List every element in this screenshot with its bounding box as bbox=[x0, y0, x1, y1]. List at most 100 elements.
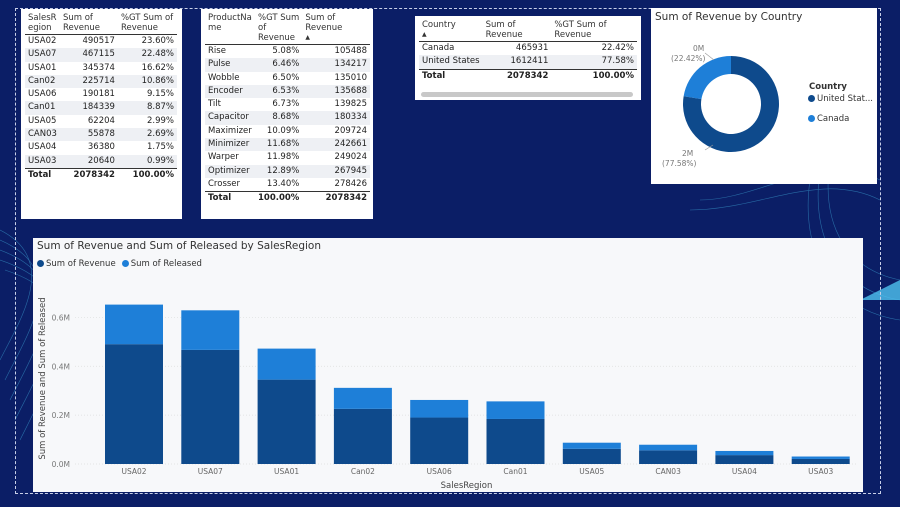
x-tick-label: USA02 bbox=[121, 467, 146, 476]
bar-released bbox=[639, 444, 698, 451]
column-header[interactable]: %GT Sum of Revenue bbox=[554, 20, 607, 40]
table-row[interactable]: Rise 5.08% 105488 bbox=[205, 45, 370, 59]
table-cell: 242661 bbox=[302, 138, 370, 152]
table-cell: 8.87% bbox=[117, 101, 177, 115]
column-header[interactable]: ProductNa me bbox=[208, 13, 252, 33]
table-cell: USA01 bbox=[28, 62, 57, 73]
table-cell: 278426 bbox=[334, 178, 367, 189]
table-cell: USA02 bbox=[28, 36, 57, 46]
table-cell: 134217 bbox=[302, 58, 370, 72]
bar-revenue bbox=[333, 408, 392, 464]
legend-marker bbox=[37, 260, 44, 267]
region-revenue-table[interactable]: SalesR egion Sum of Revenue %GT Sum of R… bbox=[21, 9, 182, 219]
bar-revenue bbox=[562, 448, 621, 464]
product-revenue-table[interactable]: ProductNa me %GT Sum of Revenue Sum of R… bbox=[201, 9, 373, 219]
table-row[interactable]: Warper 11.98% 249024 bbox=[205, 151, 370, 164]
legend-item[interactable]: United Stat... bbox=[808, 94, 873, 104]
bar-legend[interactable]: Sum of Revenue Sum of Released bbox=[37, 259, 208, 269]
table-row[interactable]: CAN03 55878 2.69% bbox=[25, 128, 177, 142]
table-row[interactable]: Capacitor 8.68% 180334 bbox=[205, 111, 370, 125]
table-cell: 2.99% bbox=[146, 115, 174, 126]
table-cell: Can01 bbox=[25, 101, 60, 115]
table-cell: 1612411 bbox=[482, 55, 552, 70]
column-header[interactable]: %GT Sum of Revenue bbox=[258, 13, 300, 43]
legend-item[interactable]: Canada bbox=[808, 114, 873, 124]
table-cell: USA07 bbox=[25, 48, 60, 62]
table-row[interactable]: Can02 225714 10.86% bbox=[25, 74, 177, 89]
bar-released bbox=[410, 399, 469, 418]
legend-item[interactable]: Sum of Released bbox=[121, 259, 202, 269]
x-tick-label: USA07 bbox=[198, 467, 223, 476]
legend-label: Sum of Revenue bbox=[46, 259, 116, 269]
table-row[interactable]: USA07 467115 22.48% bbox=[25, 48, 177, 62]
table-cell: 10.09% bbox=[266, 125, 300, 136]
table-cell: 13.40% bbox=[266, 178, 300, 189]
table-row[interactable]: Pulse 6.46% 134217 bbox=[205, 58, 370, 72]
bar-revenue bbox=[639, 450, 698, 464]
table-row[interactable]: United States 1612411 77.58% bbox=[419, 55, 637, 70]
total-row: Total 2078342 100.00% bbox=[419, 68, 637, 83]
column-header[interactable]: Sum of Revenue bbox=[62, 13, 100, 33]
data-label: 0M bbox=[693, 44, 704, 53]
table-row[interactable]: USA01 345374 16.62% bbox=[25, 62, 177, 75]
table-cell: 22.42% bbox=[601, 43, 634, 53]
column-header-label: Sum of Revenue bbox=[305, 13, 343, 33]
table-row[interactable]: USA03 20640 0.99% bbox=[25, 154, 177, 169]
table-row[interactable]: USA04 36380 1.75% bbox=[25, 141, 177, 154]
column-header-sorted[interactable]: Country ▲ bbox=[419, 19, 483, 42]
table-row[interactable]: Crosser 13.40% 278426 bbox=[205, 178, 370, 192]
column-header-sorted[interactable]: Sum of Revenue ▲ bbox=[302, 12, 370, 45]
horizontal-scrollbar[interactable] bbox=[421, 92, 633, 97]
table-cell: 225714 bbox=[59, 74, 118, 89]
table-row[interactable]: Maximizer 10.09% 209724 bbox=[205, 125, 370, 138]
revenue-released-bar-chart[interactable]: Sum of Revenue and Sum of Released by Sa… bbox=[33, 238, 863, 492]
country-revenue-table[interactable]: Country ▲ Sum of Revenue %GT Sum of Reve… bbox=[415, 16, 641, 100]
table-row[interactable]: Minimizer 11.68% 242661 bbox=[205, 138, 370, 152]
table-row[interactable]: Can01 184339 8.87% bbox=[25, 101, 177, 115]
table-cell: 2.69% bbox=[117, 128, 177, 142]
legend-item[interactable]: Sum of Revenue bbox=[37, 259, 116, 269]
donut-legend[interactable]: United Stat... Canada bbox=[808, 94, 873, 134]
column-header-sorted[interactable]: %GT Sum of Revenue bbox=[120, 13, 174, 33]
table-cell: Encoder bbox=[205, 84, 255, 99]
total-cell: 2078342 bbox=[59, 167, 118, 183]
column-header[interactable]: SalesR egion bbox=[28, 13, 57, 33]
donut-slice bbox=[683, 56, 731, 100]
table-cell: 6.50% bbox=[272, 72, 300, 83]
table-cell: 6.46% bbox=[255, 58, 303, 72]
y-tick-label: 0.2M bbox=[52, 411, 70, 420]
table-row[interactable]: Canada 465931 22.42% bbox=[419, 42, 637, 56]
table-cell: 9.15% bbox=[146, 89, 174, 100]
column-header-label: Country bbox=[422, 20, 456, 30]
y-tick-label: 0.0M bbox=[52, 460, 70, 469]
total-cell: 100.00% bbox=[255, 191, 303, 206]
sort-ascending-icon: ▲ bbox=[305, 34, 310, 41]
legend-label: Canada bbox=[817, 114, 850, 124]
report-canvas-border bbox=[15, 8, 881, 494]
table-row[interactable]: Encoder 6.53% 135688 bbox=[205, 84, 370, 99]
table-cell: 77.58% bbox=[551, 55, 637, 70]
total-row: Total 2078342 100.00% bbox=[25, 167, 177, 183]
table-cell: 135010 bbox=[334, 72, 367, 83]
table-cell: 5.08% bbox=[272, 46, 300, 56]
bar-released bbox=[257, 348, 316, 380]
table-row[interactable]: USA02 490517 23.60% bbox=[25, 35, 177, 49]
x-tick-label: USA04 bbox=[732, 467, 757, 476]
table-row[interactable]: Wobble 6.50% 135010 bbox=[205, 72, 370, 85]
total-cell: Total bbox=[419, 68, 483, 83]
revenue-by-country-donut[interactable]: Sum of Revenue by Country 0M (22.42%) 2M (7… bbox=[651, 8, 877, 184]
table-cell: Rise bbox=[208, 46, 226, 56]
bar-released bbox=[562, 442, 621, 449]
table-cell: Tilt bbox=[208, 99, 221, 110]
bar-chart-plot: 0.0M 0.2M 0.4M 0.6M USA02 USA07 USA01 Can02 USA0… bbox=[38, 297, 858, 491]
column-header[interactable]: Sum of Revenue bbox=[485, 20, 523, 40]
table-row[interactable]: Tilt 6.73% 139825 bbox=[205, 98, 370, 111]
table-row[interactable]: Optimizer 12.89% 267945 bbox=[205, 164, 370, 178]
bar-revenue bbox=[715, 455, 774, 464]
x-tick-label: USA05 bbox=[579, 467, 604, 476]
table-cell: Canada bbox=[422, 43, 455, 53]
x-tick-label: Can01 bbox=[503, 467, 527, 476]
table-row[interactable]: USA05 62204 2.99% bbox=[25, 115, 177, 128]
table-cell: Capacitor bbox=[205, 111, 255, 125]
table-row[interactable]: USA06 190181 9.15% bbox=[25, 88, 177, 101]
